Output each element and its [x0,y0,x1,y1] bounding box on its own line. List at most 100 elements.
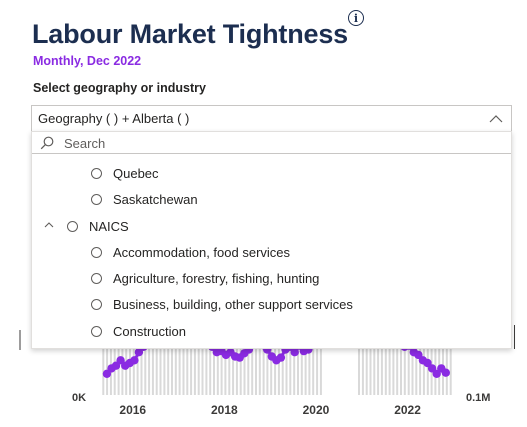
chart-bar [445,330,448,395]
chart-bar [201,330,204,395]
chart-edge-stub [512,325,515,349]
chart-bar [380,330,383,395]
chevron-up-icon[interactable] [44,221,54,229]
chart-bar [442,330,444,395]
chart-bar [304,330,307,395]
chart-bar [407,330,410,395]
search-icon [40,136,54,150]
chart-bar [384,330,387,395]
chart-bar [312,330,315,395]
chart-bar [155,330,158,395]
chart-bar [205,330,208,395]
radio-button[interactable] [91,246,102,258]
chart-bar [224,330,227,395]
chart-bar [228,330,231,395]
list-item-label: Accommodation, food services [113,244,291,260]
chart-bar [174,330,177,395]
chart-bar [297,330,299,395]
page-title: Labour Market Tightness [32,19,348,49]
radio-button[interactable] [91,272,102,284]
chart-bar [365,330,368,395]
right-axis-label: 0.1M [466,392,490,404]
chart-bar [388,330,391,395]
radio-button[interactable] [91,167,102,179]
chart-bar [392,330,395,395]
chart-bar [197,330,200,395]
list-item-quebec[interactable]: Quebec [91,162,159,184]
chart-bar [140,330,143,395]
chart-bar [449,330,452,395]
list-item-label: NAICS [89,218,129,234]
list-item-label: Agriculture, forestry, fishing, hunting [113,270,320,286]
list-item-agriculture[interactable]: Agriculture, forestry, fishing, hunting [91,267,319,289]
chart-bar [186,330,189,395]
chart-bar [216,330,219,395]
chart-bar [178,330,181,395]
x-axis-ticks: 2016 2018 2020 2022 [119,403,421,417]
list-item-saskatchewan[interactable]: Saskatchewan [91,188,198,210]
dropdown-selected-value: Geography ( ) + Alberta ( ) [38,111,190,126]
geography-industry-dropdown[interactable]: Geography ( ) + Alberta ( ) [31,105,512,132]
series-point [290,348,299,357]
chart-bar [220,330,223,395]
list-item-naics[interactable]: NAICS [32,215,232,237]
chart-bar [434,330,437,395]
info-icon[interactable]: i [348,10,364,26]
chart-bar [308,330,311,395]
chart-bar [209,330,212,395]
chart-bar [361,330,364,395]
chart-bar [213,330,215,395]
chart-bar [316,330,319,395]
series-point [130,356,139,365]
chart-bar [270,330,273,395]
chart-bar [258,330,261,395]
radio-button[interactable] [67,220,78,232]
chart-bar [358,330,360,395]
chart-bar [266,330,269,395]
chart-bar [396,330,399,395]
chart-bar [377,330,380,395]
chart-bar [293,330,296,395]
list-item-accommodation[interactable]: Accommodation, food services [91,241,290,263]
list-item-construction[interactable]: Construction [91,320,186,342]
chart-bar [415,330,418,395]
radio-button[interactable] [91,325,102,337]
radio-button[interactable] [91,193,102,205]
chart-bar [243,330,246,395]
list-item-label: Construction [113,323,186,339]
chart-bar [369,330,372,395]
chart-bar [285,330,288,395]
chart-bar [148,330,151,395]
chart-bar [167,330,170,395]
chart-bar [281,330,284,395]
chart-bar [438,330,441,395]
x-tick-label: 2022 [394,403,421,417]
chart-bar [171,330,173,395]
chart-bar [182,330,185,395]
chart-bar [235,330,238,395]
chart-bar [400,330,402,395]
chart-bar [247,330,250,395]
chart-bar [144,330,147,395]
search-row [32,132,511,154]
x-tick-label: 2020 [303,403,330,417]
chart-bar [411,330,414,395]
x-tick-label: 2016 [119,403,146,417]
chevron-up-icon[interactable] [489,114,503,124]
chart-bar [232,330,235,395]
list-item-business-services[interactable]: Business, building, other support servic… [91,293,353,315]
radio-button[interactable] [91,298,102,310]
chart-bar [319,330,322,395]
search-input[interactable] [64,134,484,152]
chart-bars [102,330,452,395]
chart-bar [106,330,109,395]
chart-bar [300,330,303,395]
chart-bar [289,330,292,395]
chart-bar [190,330,193,395]
labour-market-chart: 0K 0.1M 2016 2018 2020 2022 [19,330,490,417]
dropdown-panel: Quebec Saskatchewan NAICS Accommodation,… [31,131,512,349]
page-subtitle: Monthly, Dec 2022 [33,54,142,68]
list-item-label: Quebec [113,165,159,181]
list-item-label: Saskatchewan [113,191,198,207]
chart-bar [373,330,376,395]
